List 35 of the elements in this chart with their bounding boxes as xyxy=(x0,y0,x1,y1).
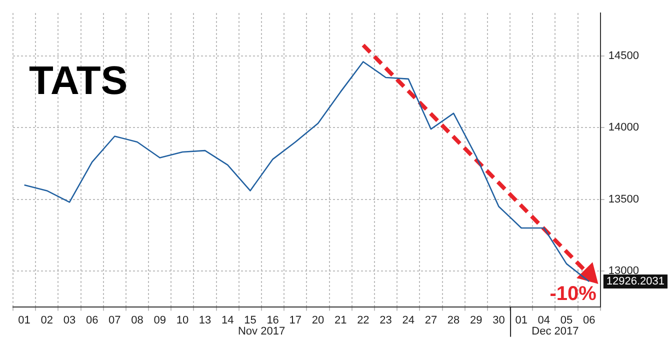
x-tick-label: 23 xyxy=(380,314,392,326)
x-tick-label: 17 xyxy=(289,314,302,326)
x-tick-label: 01 xyxy=(515,314,528,326)
x-tick-label: 06 xyxy=(582,314,596,326)
x-tick-label: 04 xyxy=(538,314,550,326)
x-tick-label: 13 xyxy=(198,314,212,326)
x-tick-label: 16 xyxy=(266,314,279,326)
x-tick-label: 24 xyxy=(402,314,414,326)
y-tick-label: 13500 xyxy=(608,193,640,206)
x-tick-label: 15 xyxy=(244,314,256,326)
text: TATS xyxy=(29,59,128,104)
x-tick-label: 05 xyxy=(560,314,573,326)
x-tick-label: 03 xyxy=(63,314,76,326)
x-tick-label: 01 xyxy=(18,314,30,326)
x-tick-label: 20 xyxy=(312,314,324,326)
data-label: 12926.2031 xyxy=(606,276,665,288)
x-tick-label: 02 xyxy=(40,314,54,326)
text: Nov 2017 xyxy=(238,325,286,338)
x-tick-label: 29 xyxy=(470,314,482,326)
x-tick-label: 14 xyxy=(222,314,234,326)
x-tick-label: 08 xyxy=(131,314,144,326)
x-tick-label: 30 xyxy=(492,314,505,326)
text: Dec 2017 xyxy=(532,325,579,338)
x-tick-label: 07 xyxy=(108,314,121,326)
x-tick-label: 21 xyxy=(334,314,347,326)
x-tick-label: 06 xyxy=(86,314,98,326)
x-tick-label: 22 xyxy=(357,314,370,326)
x-tick-label: 10 xyxy=(176,314,189,326)
y-tick-label: 13000 xyxy=(608,265,640,277)
x-tick-label: 09 xyxy=(154,314,166,326)
y-tick-label: 14500 xyxy=(608,50,640,62)
y-tick-label: 14000 xyxy=(608,122,640,134)
x-tick-label: 28 xyxy=(447,314,460,326)
x-tick-label: 27 xyxy=(424,314,438,326)
annotation: -10% xyxy=(550,283,597,306)
